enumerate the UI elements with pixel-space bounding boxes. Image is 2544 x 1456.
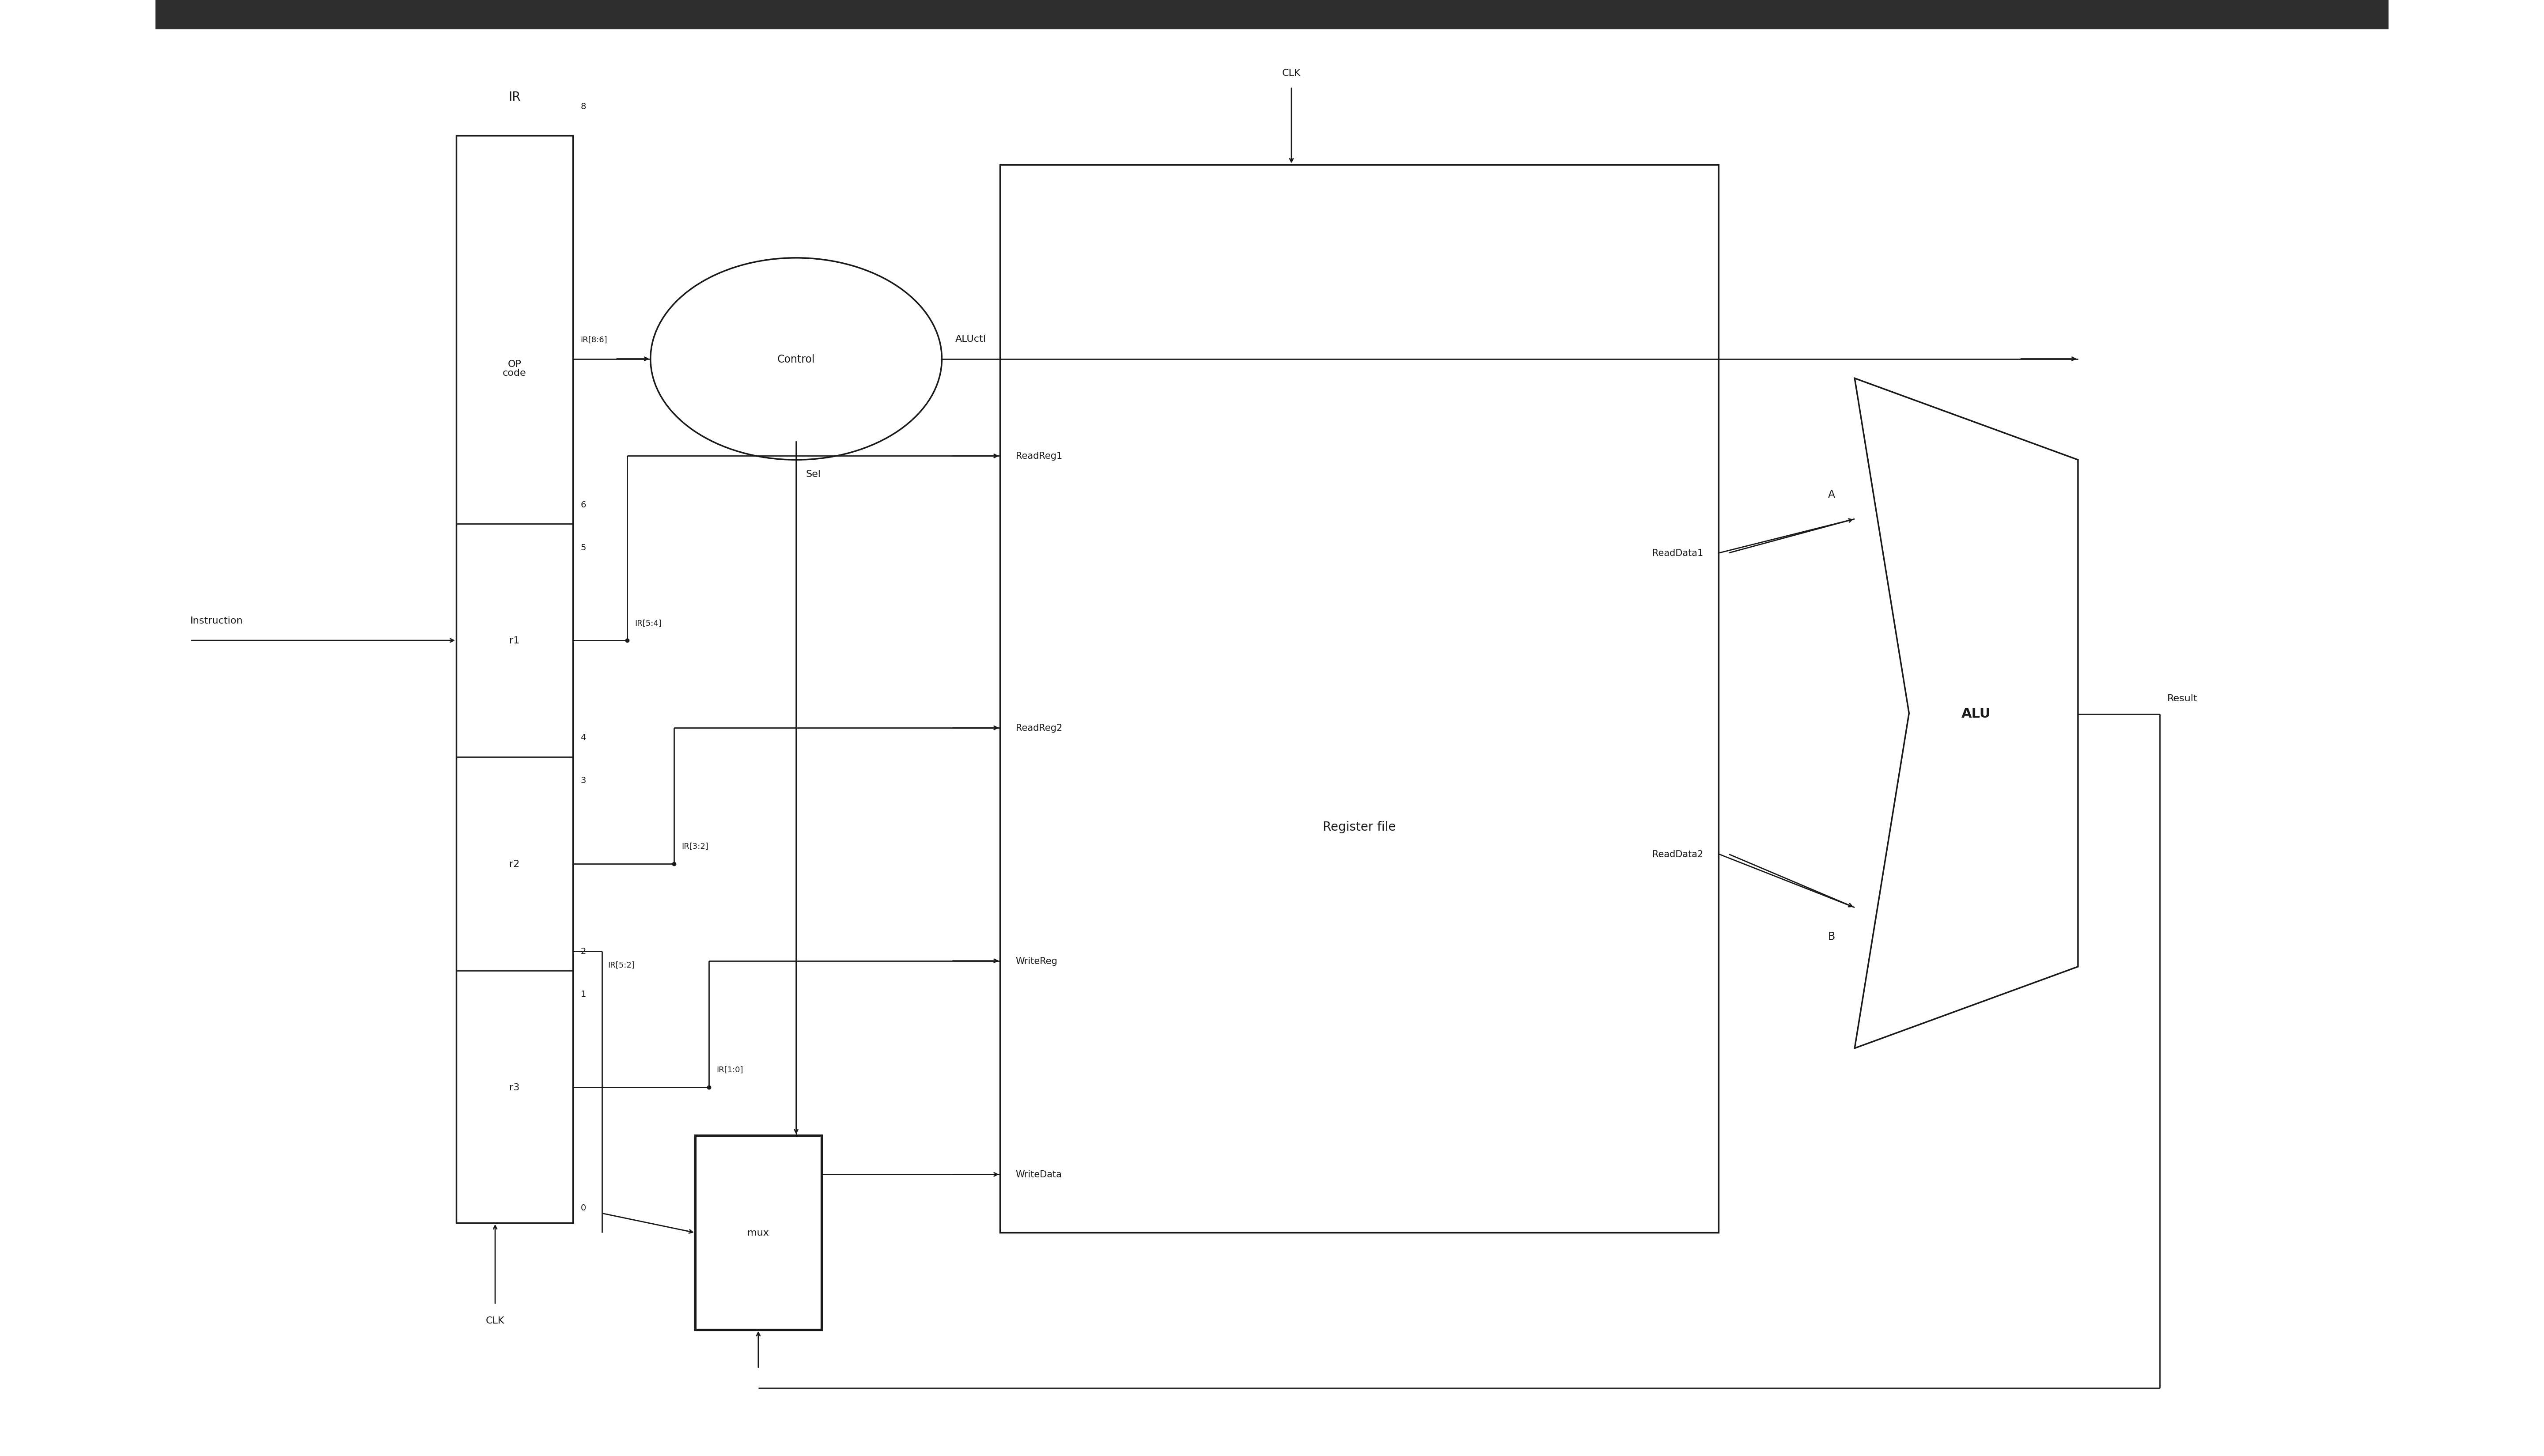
Polygon shape: [1855, 379, 2078, 1048]
Text: 4: 4: [580, 734, 585, 743]
Text: ALU: ALU: [1961, 708, 1992, 719]
Text: Register file: Register file: [1323, 821, 1397, 833]
Text: 2: 2: [580, 946, 585, 955]
Text: WriteData: WriteData: [1015, 1171, 1061, 1179]
Bar: [155, 0, 2389, 29]
Text: IR: IR: [509, 90, 522, 103]
Text: 0: 0: [580, 1203, 585, 1211]
Text: CLK: CLK: [1282, 68, 1300, 77]
Text: OP
code: OP code: [504, 360, 527, 377]
Text: IR[3:2]: IR[3:2]: [682, 843, 707, 850]
Text: Result: Result: [2167, 695, 2198, 703]
Text: Control: Control: [778, 354, 814, 364]
Text: 1: 1: [580, 990, 585, 999]
Text: ALUctl: ALUctl: [957, 335, 987, 344]
Text: IR[8:6]: IR[8:6]: [580, 336, 608, 344]
Text: B: B: [1829, 930, 1834, 942]
Text: ReadReg1: ReadReg1: [1015, 451, 1063, 460]
Text: CLK: CLK: [486, 1316, 504, 1325]
Ellipse shape: [651, 258, 941, 460]
Text: ReadData2: ReadData2: [1651, 850, 1702, 859]
Text: ReadData1: ReadData1: [1651, 549, 1702, 558]
Text: 8: 8: [580, 102, 585, 111]
Text: 3: 3: [580, 776, 585, 785]
Text: IR[1:0]: IR[1:0]: [717, 1066, 743, 1073]
Text: IR[5:2]: IR[5:2]: [608, 961, 633, 968]
Text: Sel: Sel: [806, 470, 822, 479]
Text: WriteReg: WriteReg: [1015, 957, 1058, 965]
Bar: [455, 135, 572, 1223]
Text: mux: mux: [748, 1229, 768, 1238]
Bar: [1000, 165, 1720, 1233]
Text: IR[5:4]: IR[5:4]: [636, 619, 661, 628]
Text: r1: r1: [509, 636, 519, 645]
Text: r2: r2: [509, 859, 519, 868]
Text: r3: r3: [509, 1083, 519, 1092]
Text: 5: 5: [580, 543, 585, 552]
Text: A: A: [1829, 489, 1834, 499]
Text: ReadReg2: ReadReg2: [1015, 724, 1063, 732]
Text: 6: 6: [580, 501, 585, 510]
Bar: [695, 1136, 822, 1329]
Text: Instruction: Instruction: [191, 616, 242, 625]
